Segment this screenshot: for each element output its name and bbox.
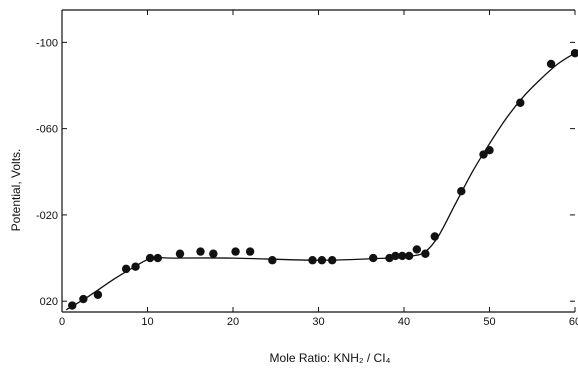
fitted-curve <box>65 52 576 311</box>
points-layer <box>68 48 578 310</box>
data-point <box>485 146 494 155</box>
data-point <box>245 247 255 256</box>
data-point <box>209 249 218 258</box>
data-point <box>421 249 430 258</box>
data-point <box>145 253 155 263</box>
y-tick-label: 020 <box>40 296 58 308</box>
y-tick-label: -100 <box>36 37 58 49</box>
data-point <box>412 245 422 254</box>
x-tick-label: 30 <box>312 316 324 328</box>
data-point <box>516 98 525 107</box>
data-point <box>391 251 400 261</box>
tick-labels: 0 10 20 30 40 50 60 -100 -060 -020 020 <box>36 37 578 328</box>
data-point <box>404 251 414 261</box>
data-point <box>308 256 317 265</box>
x-axis-label: Mole Ratio: KNH₂ / CI₄ <box>270 351 391 365</box>
data-point <box>196 247 205 256</box>
y-tick-label: -020 <box>36 210 58 222</box>
curve-layer <box>65 52 576 311</box>
data-point <box>68 301 77 310</box>
data-point <box>79 294 88 304</box>
data-point <box>369 253 378 263</box>
x-tick-label: 50 <box>483 316 495 328</box>
data-point <box>317 256 327 265</box>
y-tick-label: -060 <box>36 124 58 136</box>
x-tick-label: 10 <box>141 316 153 328</box>
data-point <box>430 232 439 241</box>
x-tick-label: 20 <box>227 316 239 328</box>
x-tick-label: 60 <box>569 316 578 328</box>
ticks <box>61 10 576 312</box>
y-axis-label: Potential, Volts. <box>9 149 23 232</box>
x-tick-label: 0 <box>59 316 65 328</box>
data-point <box>570 48 578 58</box>
data-point <box>479 150 488 159</box>
data-point <box>268 256 277 265</box>
data-point <box>93 290 103 299</box>
data-point <box>398 251 407 261</box>
data-point <box>546 59 556 69</box>
data-point <box>327 256 337 265</box>
x-tick-label: 40 <box>398 316 410 328</box>
data-point <box>121 264 131 274</box>
data-point <box>231 247 240 256</box>
data-point <box>131 262 140 271</box>
data-point <box>153 253 162 263</box>
data-point <box>457 187 466 196</box>
data-point <box>175 249 185 258</box>
